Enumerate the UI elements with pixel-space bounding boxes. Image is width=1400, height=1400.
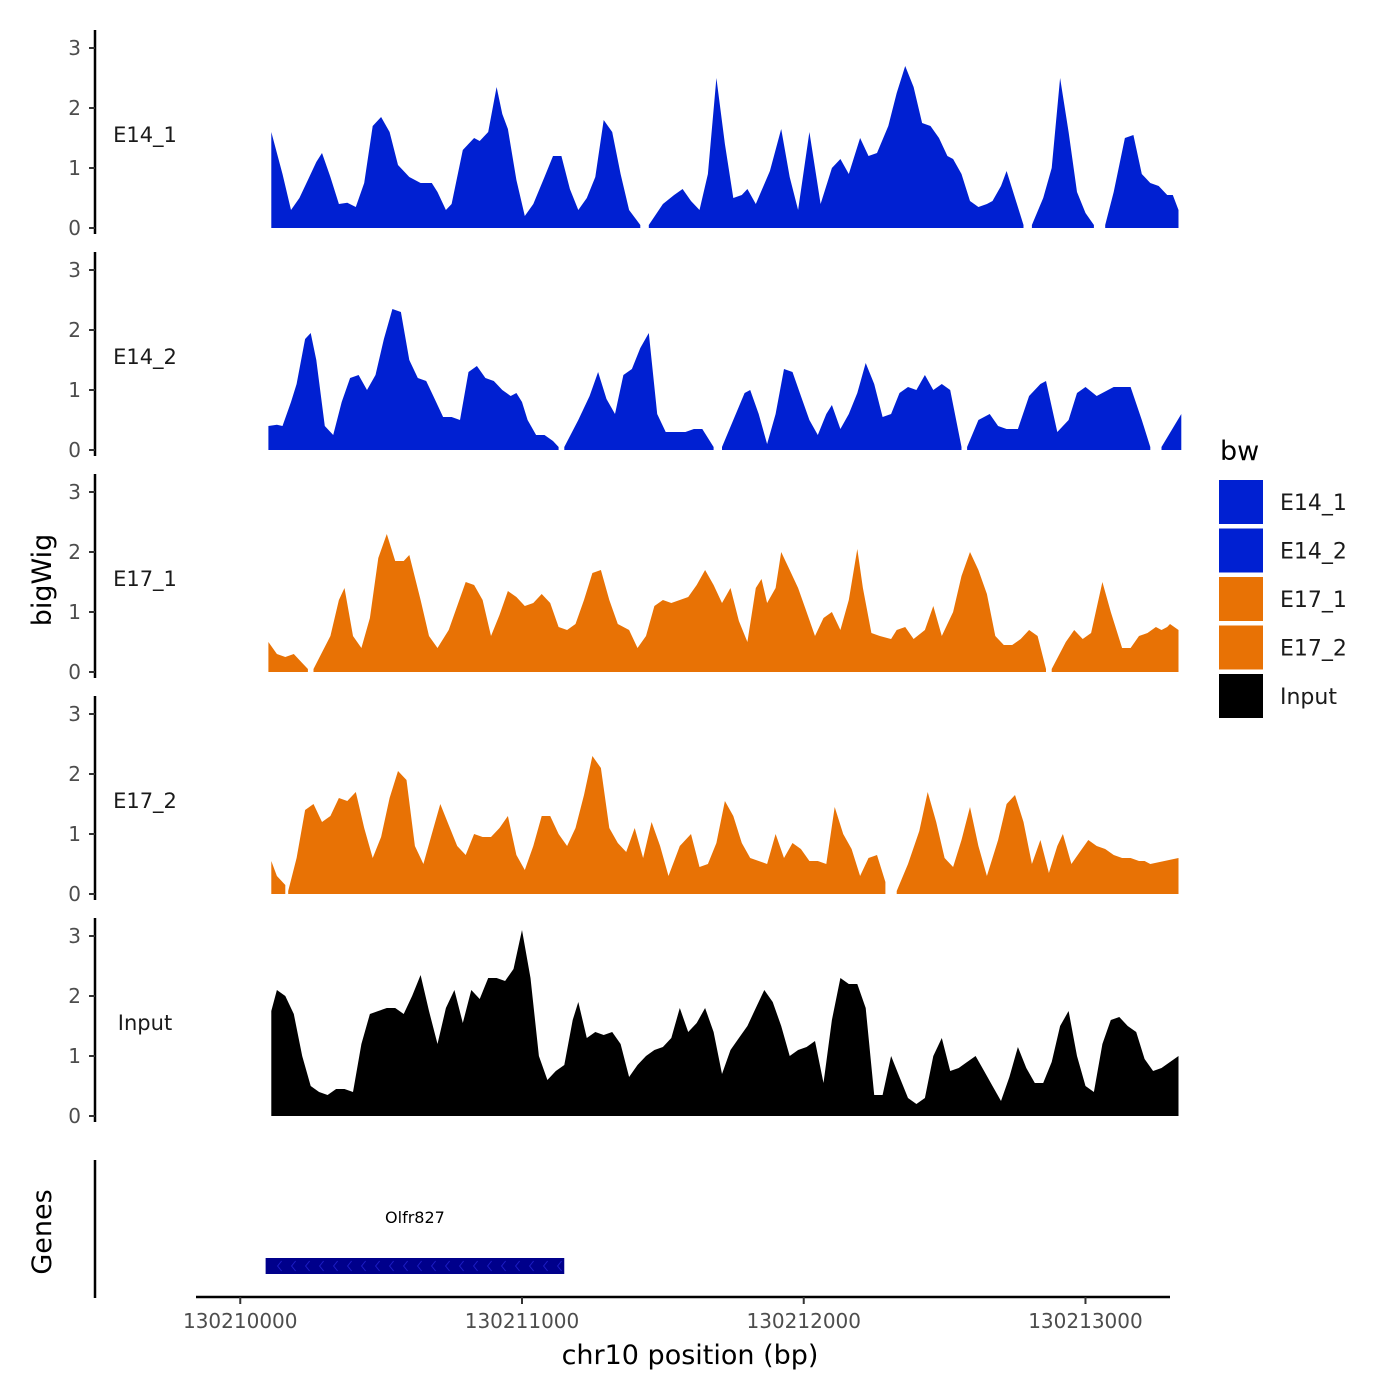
genes-axis-title: Genes [27,1189,58,1274]
legend-label: E14_1 [1280,491,1347,516]
track-label: E14_2 [113,345,177,370]
track-e17-1: 0 1 2 3 E17_1 [68,474,1179,684]
y-axis-title: bigWig [27,534,58,627]
y-tick-label: 1 [68,600,81,624]
y-tick-label: 3 [68,480,81,504]
y-tick-label: 1 [68,156,81,180]
legend-swatch [1219,674,1263,718]
y-tick-label: 3 [68,924,81,948]
y-tick-label: 0 [68,438,81,462]
genes-panel: Olfr827 [93,1160,565,1298]
y-tick-label: 0 [68,216,81,240]
legend-swatch [1219,577,1263,621]
y-tick-label: 2 [68,318,81,342]
legend-label: E17_1 [1280,588,1347,613]
y-tick-label: 3 [68,36,81,60]
legend-swatch [1219,625,1263,670]
x-tick-label: 130213000 [1028,1309,1143,1333]
track-e14-2: 0 1 2 3 E14_2 [68,252,1182,462]
gene-label: Olfr827 [385,1208,445,1227]
y-tick-label: 3 [68,702,81,726]
y-tick-label: 1 [68,378,81,402]
x-axis-title: chr10 position (bp) [562,1340,819,1371]
coverage-area [268,309,1182,450]
y-tick-label: 2 [68,984,81,1008]
coverage-area [268,534,1179,672]
track-label: Input [118,1011,172,1035]
y-tick-label: 2 [68,96,81,120]
legend-title: bw [1220,436,1259,467]
track-label: E17_2 [113,789,177,814]
track-input: 0 1 2 3 Input [68,918,1179,1128]
gene-strand-arrows [276,1260,563,1272]
y-tick-label: 2 [68,762,81,786]
y-tick-label: 0 [68,1104,81,1128]
x-axis: 130210000 130211000 130212000 130213000 [183,1295,1170,1333]
coverage-area [271,756,1179,894]
legend-label: E14_2 [1280,540,1347,565]
tracks-layer: 0 1 2 3 E14_1 0 1 2 3 E14_2 0 1 2 3 E17_1 0 1 2 3 E17_2 0 1 2 3… [68,30,1182,1128]
track-label: E17_1 [113,567,177,592]
track-e14-1: 0 1 2 3 E14_1 [68,30,1179,240]
coverage-area [271,66,1179,228]
legend-swatch [1219,528,1263,573]
y-tick-label: 1 [68,822,81,846]
legend-label: Input [1280,685,1337,710]
track-e17-2: 0 1 2 3 E17_2 [68,696,1179,906]
y-tick-label: 0 [68,660,81,684]
track-label: E14_1 [113,123,177,148]
legend-label: E17_2 [1280,637,1347,662]
coverage-area [271,930,1179,1116]
legend-swatch [1219,480,1263,524]
y-tick-label: 3 [68,258,81,282]
legend: bw E14_1 E14_2 E17_1 E17_2 Input [1219,436,1347,718]
y-tick-label: 0 [68,882,81,906]
y-tick-label: 1 [68,1044,81,1068]
x-tick-label: 130211000 [465,1309,580,1333]
x-tick-label: 130212000 [746,1309,861,1333]
gene-body [265,1258,565,1274]
y-tick-label: 2 [68,540,81,564]
x-tick-label: 130210000 [183,1309,298,1333]
